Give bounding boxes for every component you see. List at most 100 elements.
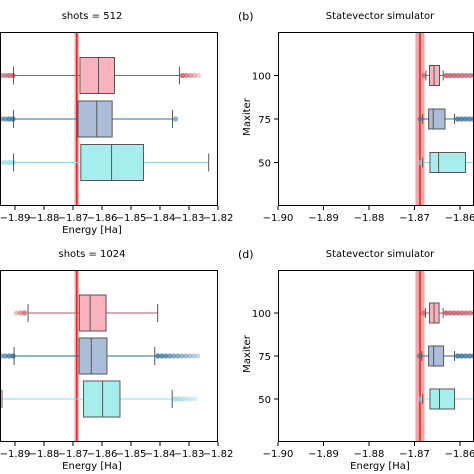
outlier-point [172,396,178,402]
outlier-point [21,310,28,316]
x-axis-label: Energy [Ha] [62,461,122,472]
x-tick-label: −1.82 [203,213,234,224]
outlier-point [10,159,16,166]
box-iqr [77,100,113,138]
outlier-point [443,310,449,316]
outlier-point [180,396,186,402]
outlier-point [2,116,8,122]
outlier-point [17,310,24,316]
y-tick-label: 100 [252,309,271,320]
panel-title: Statevector simulator [326,11,435,22]
outlier-point [6,353,12,359]
y-tick-label: 75 [258,352,271,363]
box-75 [417,108,474,130]
outlier-point [416,353,422,359]
outlier-point [459,72,465,79]
outlier-point [172,116,179,122]
outlier-point [447,310,453,316]
box-iqr [428,345,445,367]
outlier-point [443,72,449,79]
x-tick-label: −1.88 [29,449,60,460]
box-50 [1,380,198,418]
outlier-point [2,72,8,79]
outlier-point [458,353,465,359]
x-tick-label: −1.88 [29,213,60,224]
panel-4: −1.90 −1.89 −1.88 −1.87 −1.86 100 75 50 Statevec… [238,248,474,472]
box-75 [0,100,179,138]
box-iqr [79,57,115,94]
y-tick-label: 50 [258,395,271,406]
box-100 [13,294,159,332]
box-75 [0,337,201,375]
outlier-point [2,159,8,166]
x-tick-label: −1.87 [399,213,430,224]
outlier-point [455,72,461,79]
panel-3: −1.89−1.88−1.87−1.86−1.85−1.84−1.83−1.82… [0,249,233,472]
outlier-point [191,353,197,359]
box-100 [421,65,474,86]
outlier-point [184,396,190,402]
plot-area [415,270,474,442]
outlier-point [183,72,190,79]
outlier-point [6,72,12,79]
box-50 [417,388,474,410]
box-iqr [428,108,446,130]
y-tick-label: 100 [252,72,271,83]
outlier-point [462,116,469,122]
outlier-point [6,116,12,122]
outlier-point [463,310,469,316]
outlier-point [171,353,177,359]
panel-title: shots = 512 [62,11,123,22]
panel-title: Statevector simulator [326,249,435,260]
x-tick-label: −1.84 [145,449,176,460]
outlier-point [454,116,461,122]
x-tick-label: −1.89 [308,449,339,460]
plot-area [0,270,201,442]
panel-2: −1.90 −1.89 −1.88 −1.87 −1.86 100 75 50 Statevec… [238,10,474,224]
outlier-point [421,72,427,79]
box-iqr [78,337,108,375]
box-iqr [78,294,107,332]
outlier-point [462,353,469,359]
box-iqr [429,388,456,410]
outlier-point [451,310,457,316]
outlier-point [155,353,161,359]
y-tick-label: 50 [258,159,271,170]
box-50 [417,152,474,173]
outlier-point [192,396,198,402]
outlier-point [10,116,16,122]
outlier-point [459,310,465,316]
outlier-point [454,353,461,359]
x-tick-label: −1.85 [116,449,147,460]
x-tick-label: −1.86 [87,449,118,460]
plot-area [415,32,474,206]
panel-title: shots = 1024 [59,249,126,260]
box-100 [421,302,474,324]
y-axis-label: Maxiter [242,334,253,373]
outlier-point [467,72,473,79]
x-tick-label: −1.84 [145,213,176,224]
outlier-point [195,72,202,79]
outlier-point [13,310,20,316]
box-iqr [82,380,121,418]
outlier-point [159,353,165,359]
outlier-point [6,159,12,166]
outlier-point [163,353,169,359]
x-axis-label: Energy [Ha] [350,461,410,472]
outlier-point [179,353,185,359]
x-tick-label: −1.82 [203,449,234,460]
outlier-point [466,116,473,122]
x-tick-label: −1.88 [354,449,385,460]
x-axis-label: Energy [Ha] [62,225,122,236]
box-75 [416,345,474,367]
box-iqr [80,144,144,181]
x-tick-label: −1.85 [116,213,147,224]
outlier-point [187,72,194,79]
outlier-point [417,116,423,122]
box-100 [0,57,202,94]
x-tick-label: −1.86 [87,213,118,224]
outlier-point [417,396,423,402]
outlier-point [195,353,201,359]
x-tick-label: −1.87 [58,449,89,460]
